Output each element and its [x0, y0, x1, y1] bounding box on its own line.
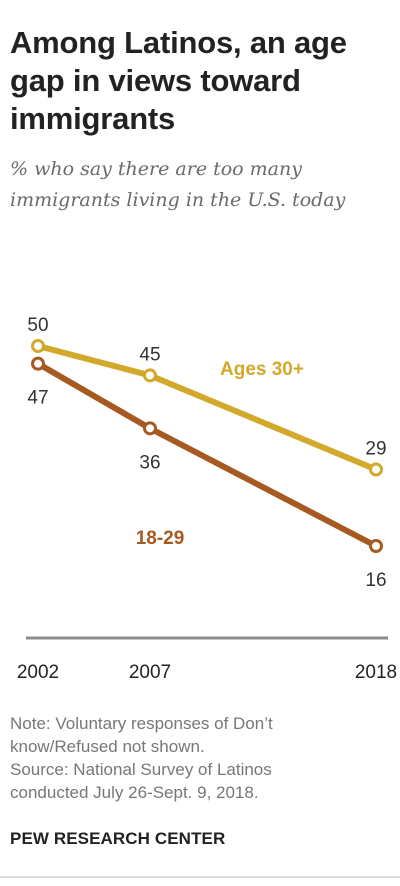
- note-line: Note: Voluntary responses of Don’t: [10, 714, 273, 733]
- series-label: Ages 30+: [220, 359, 304, 380]
- data-label: 29: [365, 439, 386, 460]
- chart-subtitle: % who say there are too many immigrants …: [10, 154, 390, 216]
- data-label: 36: [139, 452, 160, 473]
- data-point-marker: [143, 421, 157, 436]
- x-tick-label: 2018: [355, 662, 397, 683]
- chart-title: Among Latinos, an age gap in views towar…: [10, 24, 390, 138]
- x-tick-label: 2007: [129, 662, 171, 683]
- data-point-marker: [31, 339, 45, 353]
- series-line-0: [35, 343, 379, 473]
- data-point-marker: [143, 368, 157, 383]
- data-label: 16: [365, 570, 386, 591]
- series-label: 18-29: [136, 528, 185, 549]
- note-line: know/Refused not shown.: [10, 737, 205, 756]
- brand-logo-text: PEW RESEARCH CENTER: [10, 829, 226, 848]
- subtitle-line: immigrants living in the U.S. today: [10, 189, 346, 211]
- title-line: gap in views toward: [10, 63, 301, 98]
- chart-note: Note: Voluntary responses of Don’t know/…: [10, 712, 390, 804]
- bottom-divider: [0, 876, 400, 878]
- subtitle-line: % who say there are too many: [10, 158, 302, 180]
- title-line: immigrants: [10, 101, 176, 136]
- data-point-marker: [31, 356, 45, 371]
- data-label: 45: [139, 344, 160, 365]
- data-label: 47: [27, 388, 48, 409]
- x-tick-label: 2002: [17, 662, 59, 683]
- data-label: 50: [27, 315, 48, 336]
- data-point-marker: [369, 539, 383, 553]
- source-line: conducted July 26-Sept. 9, 2018.: [10, 783, 259, 802]
- data-point-marker: [369, 462, 383, 477]
- source-line: Source: National Survey of Latinos: [10, 760, 272, 779]
- title-line: Among Latinos, an age: [10, 25, 347, 60]
- series-line-1: [35, 360, 379, 549]
